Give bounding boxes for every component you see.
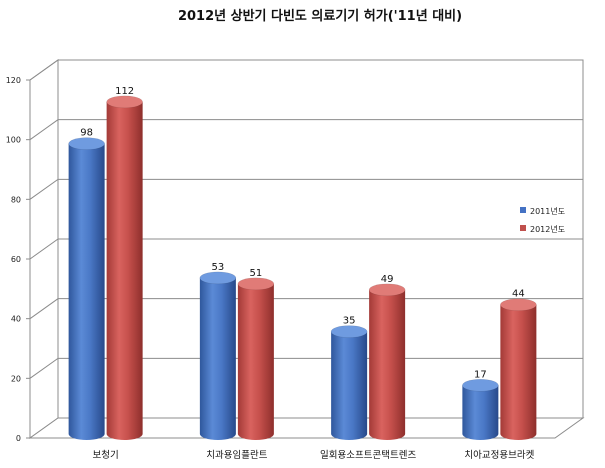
y-tick-label: 40 bbox=[11, 315, 21, 324]
bar: 44 bbox=[500, 289, 537, 440]
chart-title: 2012년 상반기 다빈도 의료기기 허가('11년 대비) bbox=[178, 8, 462, 24]
y-axis-ticks: 0 20 40 60 80 100 120 bbox=[6, 76, 30, 443]
bar-top bbox=[500, 298, 537, 311]
bar-top bbox=[237, 277, 275, 291]
gridline bbox=[29, 357, 583, 379]
bar-top bbox=[462, 379, 499, 392]
x-tick-label: 치아교정용브라켓 bbox=[464, 449, 534, 461]
bar-top bbox=[106, 95, 143, 109]
bar-body bbox=[369, 289, 406, 440]
data-label: 112 bbox=[115, 86, 134, 97]
legend-swatch bbox=[520, 225, 526, 231]
gridline bbox=[29, 298, 583, 320]
y-tick-label: 120 bbox=[6, 76, 21, 85]
x-tick-label: 일회용소프트콘택트렌즈 bbox=[320, 450, 416, 461]
bar: 35 bbox=[330, 316, 368, 440]
data-label: 51 bbox=[250, 268, 263, 279]
legend-swatch bbox=[520, 207, 526, 213]
data-label: 98 bbox=[80, 128, 93, 139]
y-tick-label: 80 bbox=[11, 195, 21, 204]
bar-body bbox=[500, 304, 537, 440]
bar-body bbox=[199, 277, 236, 440]
bar: 53 bbox=[199, 262, 237, 440]
bar-body bbox=[462, 385, 499, 440]
data-label: 49 bbox=[381, 274, 394, 285]
legend-label: 2012년도 bbox=[530, 224, 565, 234]
gridline bbox=[29, 238, 583, 260]
data-label: 35 bbox=[343, 316, 356, 327]
y-tick-label: 20 bbox=[11, 374, 21, 383]
gridline bbox=[29, 178, 583, 200]
gridline bbox=[29, 59, 583, 81]
bar: 98 bbox=[68, 128, 105, 440]
legend-label: 2011년도 bbox=[530, 206, 565, 216]
data-label: 53 bbox=[212, 262, 225, 273]
y-tick-label: 0 bbox=[16, 434, 21, 443]
bar: 17 bbox=[462, 369, 499, 440]
legend: 2011년도 2012년도 bbox=[520, 206, 565, 234]
bars: 98 112 53 51 35 49 17 44 bbox=[68, 86, 537, 440]
data-label: 44 bbox=[512, 289, 525, 300]
gridlines bbox=[29, 59, 583, 379]
bar: 49 bbox=[368, 274, 406, 440]
bar: 51 bbox=[237, 268, 275, 440]
y-tick-label: 60 bbox=[11, 255, 21, 264]
y-tick-label: 100 bbox=[6, 136, 21, 145]
x-axis-categories: 보청기 치과용임플란트 일회용소프트콘택트렌즈 치아교정용브라켓 bbox=[93, 449, 535, 461]
x-tick-label: 치과용임플란트 bbox=[206, 449, 267, 461]
bar-body bbox=[68, 143, 105, 440]
bar-body bbox=[106, 101, 143, 440]
bar-body bbox=[331, 331, 368, 440]
data-label: 17 bbox=[474, 369, 487, 380]
bar-top bbox=[368, 283, 406, 297]
bar-top bbox=[199, 271, 237, 285]
gridline bbox=[29, 119, 583, 141]
x-tick-label: 보청기 bbox=[93, 450, 119, 461]
bar: 112 bbox=[106, 86, 143, 440]
bar-top bbox=[68, 137, 105, 150]
bar-top bbox=[330, 325, 368, 338]
bar-body bbox=[237, 283, 274, 440]
